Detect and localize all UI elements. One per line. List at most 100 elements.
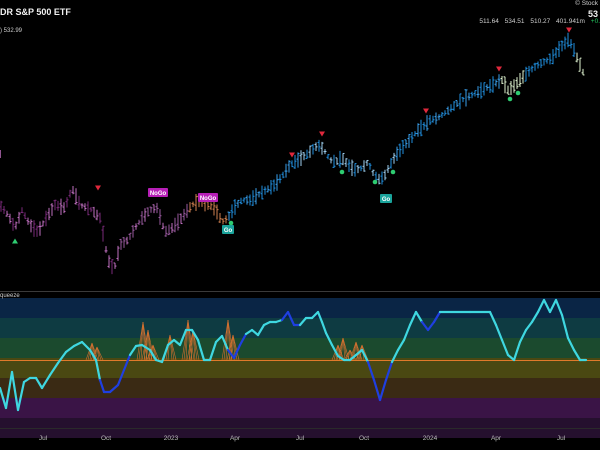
squeeze-line-segment [536,298,546,314]
squeeze-line-segment [316,310,324,324]
squeeze-line-segment [494,323,504,342]
signal-label: NoGo [150,191,167,197]
squeeze-spike [355,341,361,361]
triangle-down-icon [289,152,295,158]
squeeze-line-segment [420,320,430,332]
squeeze-spike [223,319,229,361]
ohlc-readout: 511.64 534.51 510.27 401.941m +0. [475,18,600,25]
squeeze-spike [146,344,154,361]
squeeze-spike [337,344,345,361]
signal-label: Go [224,228,233,234]
squeeze-spike [181,319,189,361]
squeeze-line-segment [488,310,498,327]
squeeze-line-segment [166,338,176,347]
squeeze-spike [96,346,100,361]
squeeze-spike [140,321,144,361]
squeeze-line-segment [238,332,248,347]
squeeze-spike [152,344,158,361]
triangle-up-icon [12,238,18,244]
x-tick-label: Jul [557,435,566,442]
squeeze-band [0,298,600,318]
squeeze-line-segment [384,360,394,382]
squeeze-line-segment [40,373,52,390]
squeeze-spike [186,329,194,361]
squeeze-line-segment [4,370,14,410]
squeeze-line-segment [122,353,132,372]
squeeze-line-segment [408,310,418,327]
squeeze-line-segment [390,348,400,364]
squeeze-spike [167,334,171,361]
squeeze-line-segment [354,348,364,357]
squeeze-line-segment [98,378,106,394]
squeeze-line-segment [548,298,558,314]
signal-label-box [222,225,234,234]
squeeze-spike [145,329,149,361]
squeeze-spike [359,344,363,361]
squeeze-line-segment [518,328,528,344]
squeeze-line-segment [160,343,170,364]
squeeze-spike [96,346,102,361]
x-tick-label: Jul [39,435,48,442]
squeeze-band [0,318,600,338]
squeeze-spike [183,319,189,361]
squeeze-spike [141,329,149,361]
squeeze-line-segment [530,310,540,324]
triangle-down-icon [95,185,101,191]
squeeze-line-segment [232,343,242,360]
squeeze-line-segment [226,348,236,360]
price-tag: ) 532.99 [0,28,23,34]
triangle-down-icon [566,27,572,33]
squeeze-line-segment [56,350,68,365]
squeeze-line-segment [372,378,382,402]
squeeze-line-segment [220,334,230,352]
squeeze-line-segment [250,328,260,337]
squeeze-spike [138,321,144,361]
squeeze-bands [0,298,600,438]
squeeze-line-segment [262,320,272,327]
squeeze-line-segment [140,343,152,352]
squeeze-line-segment [310,310,320,320]
x-tick-label: Jul [296,435,305,442]
squeeze-line-segment [128,344,138,357]
squeeze-line-segment [402,323,412,342]
squeeze-line-segment [108,383,120,394]
squeeze-line-segment [542,298,552,314]
squeeze-line-segment [72,340,84,348]
squeeze-line-segment [94,358,102,382]
squeeze-line-segment [426,320,436,332]
squeeze-line-segment [286,310,296,327]
squeeze-line-segment [572,348,582,362]
x-tick-label: 2023 [164,435,179,442]
squeeze-spike [221,319,229,361]
squeeze-spike [136,321,144,361]
squeeze-band [0,398,600,418]
squeeze-line-segment [324,331,334,347]
squeeze-line-segment [116,368,126,387]
squeeze-line-segment [244,328,254,336]
dot-icon [339,169,345,175]
stock-label: © Stock [575,0,598,7]
squeeze-line-segment [524,320,534,332]
squeeze-spike [192,329,196,361]
squeeze-spike [85,342,93,361]
squeeze-line-segment [554,298,564,317]
squeeze-band [0,378,600,398]
squeeze-spike [342,337,346,361]
ohlc-low: 510.27 [530,18,551,25]
squeeze-band [0,358,600,378]
squeeze-spike [340,337,344,361]
squeeze-line-segment [348,353,358,362]
squeeze-line-segment [0,386,8,410]
squeeze-spike [169,334,173,361]
squeeze-spike [185,319,189,361]
squeeze-spike [96,346,104,361]
squeeze-spike [342,337,350,361]
squeeze-line-segment [512,340,522,362]
dot-icon [507,96,513,102]
squeeze-line-segment [280,310,290,322]
squeeze-spike [147,329,151,361]
squeeze-line-segment [320,320,328,335]
x-tick-label: Apr [230,435,241,442]
signal-label: Go [382,197,391,203]
squeeze-line-segment [16,380,26,412]
